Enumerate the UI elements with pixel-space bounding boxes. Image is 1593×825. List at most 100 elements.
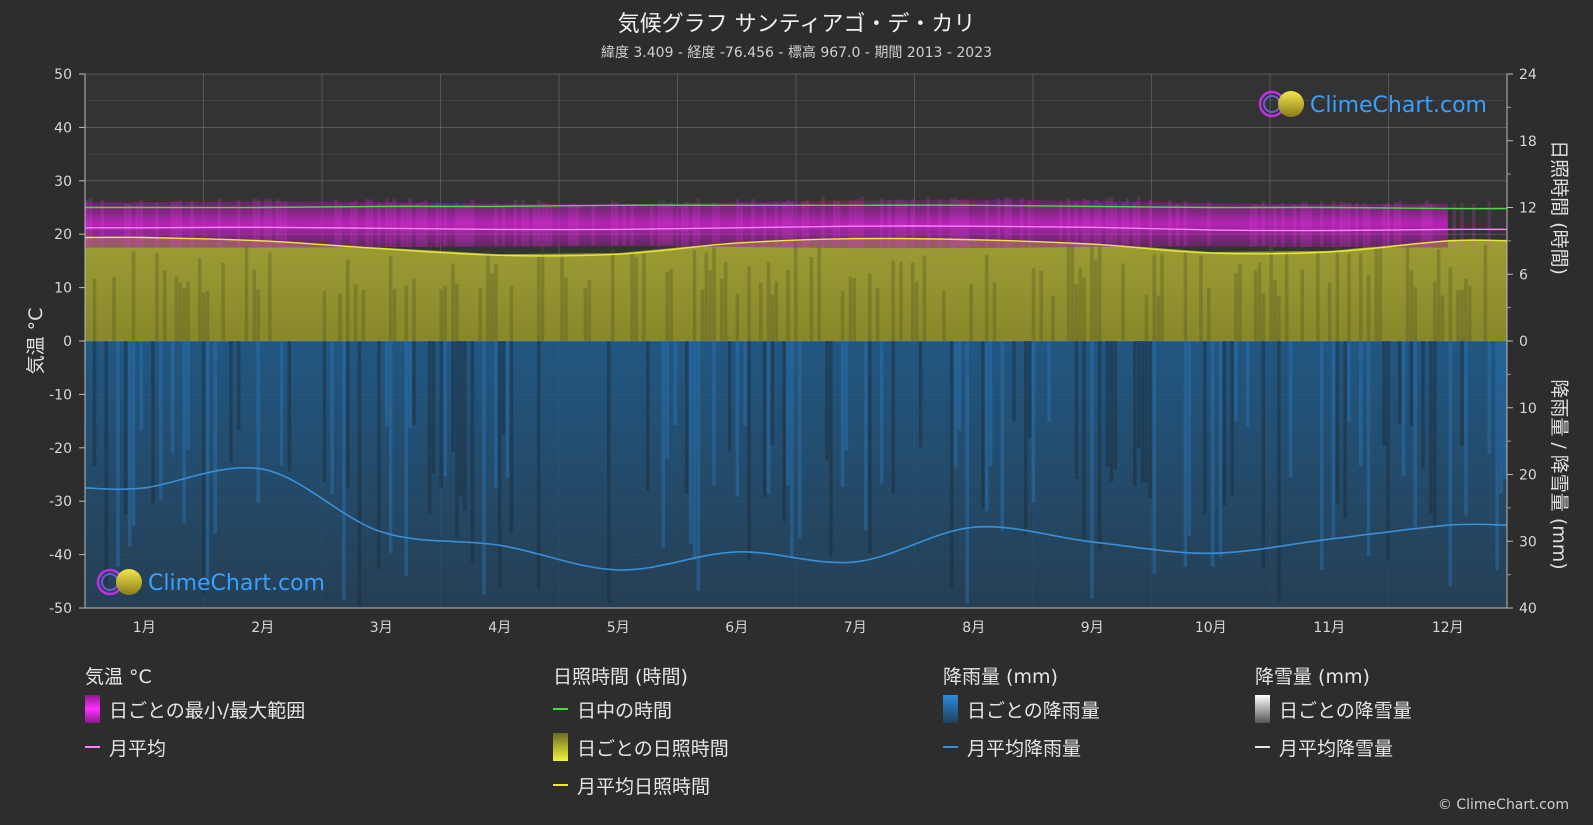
daily-sunshine-bar xyxy=(1199,255,1203,341)
daily-sunshine-bar xyxy=(642,253,646,341)
daily-temperature-bar xyxy=(610,200,615,246)
daily-sunshine-bar xyxy=(1074,284,1079,341)
daily-temperature-bar xyxy=(462,204,467,247)
daily-temperature-bar xyxy=(420,201,424,247)
legend-label: 日中の時間 xyxy=(577,699,673,722)
daily-sunshine-bar xyxy=(891,260,895,341)
daily-temperature-bar xyxy=(459,205,463,247)
daily-temperature-bar xyxy=(85,200,89,248)
daily-sunshine-bar xyxy=(536,255,541,341)
daily-rain-bar xyxy=(408,341,412,429)
daily-rain-bar xyxy=(1382,341,1386,447)
daily-rain-bar xyxy=(201,341,206,595)
daily-rain-bar xyxy=(684,341,689,494)
daily-rain-bar xyxy=(123,341,128,515)
daily-rain-bar xyxy=(1409,341,1414,426)
daily-rain-bar xyxy=(1464,341,1468,516)
daily-temperature-bar xyxy=(782,202,786,247)
daily-rain-bar xyxy=(342,341,346,600)
daily-rain-bar xyxy=(957,341,962,431)
legend-item-daily-rain: 日ごとの降雨量 xyxy=(943,690,1100,728)
daily-rain-bar xyxy=(1082,341,1086,539)
daily-rain-bar xyxy=(1113,341,1118,470)
daily-rain-bar xyxy=(159,341,163,500)
daily-temperature-bar xyxy=(1487,201,1492,248)
daily-rain-bar xyxy=(688,341,693,544)
daily-temperature-bar xyxy=(1300,202,1305,247)
daily-rain-swatch xyxy=(943,695,958,723)
daily-rain-bar xyxy=(501,341,506,434)
daily-temperature-bar xyxy=(256,199,260,248)
daily-sunshine-bar xyxy=(201,292,206,341)
daily-rain-bar xyxy=(462,341,467,511)
temp-mean-swatch xyxy=(85,746,100,748)
daily-temperature-bar xyxy=(470,199,475,247)
daily-rain-bar xyxy=(762,341,767,497)
daily-temperature-bar xyxy=(334,200,338,247)
daily-sunshine-bar xyxy=(1468,286,1472,341)
daily-temperature-bar xyxy=(1168,199,1172,247)
daily-sunshine-bar xyxy=(1097,242,1102,341)
daily-rain-bar xyxy=(1097,341,1102,549)
right-tick-label: 10 xyxy=(1519,401,1537,417)
right-tick-label: 30 xyxy=(1519,534,1537,550)
daily-temperature-bar xyxy=(895,199,899,249)
daily-sunshine-bar xyxy=(1070,246,1075,341)
daily-sunshine-bar xyxy=(388,255,393,341)
daily-temperature-bar xyxy=(665,203,669,246)
legend-snow: 降雪量 (mm) 日ごとの降雪量 月平均降雪量 xyxy=(1255,662,1412,766)
daily-sunshine-bar xyxy=(875,288,880,341)
sunshine-mean-swatch xyxy=(553,784,568,786)
daily-temperature-bar xyxy=(1125,197,1129,247)
legend-item-daily-snow: 日ごとの降雪量 xyxy=(1255,690,1412,728)
daily-rain-bar xyxy=(213,341,218,534)
daily-sunshine-bar xyxy=(92,278,97,341)
temperature-range-band xyxy=(85,199,1448,249)
daily-sunshine-bar xyxy=(1234,273,1238,341)
month-tick-label: 7月 xyxy=(844,620,867,636)
daily-sunshine-bar xyxy=(1269,244,1273,341)
legend-heading-rain: 降雨量 (mm) xyxy=(943,666,1058,688)
daily-rain-bar xyxy=(139,341,144,431)
daily-sunshine-bar xyxy=(1078,268,1082,341)
daily-sunshine-bar xyxy=(443,286,447,341)
chart-title: 気候グラフ サンティアゴ・デ・カリ xyxy=(617,12,976,37)
daily-rain-bar xyxy=(104,341,108,586)
daily-sunshine-bar xyxy=(494,264,498,341)
daily-rain-bar xyxy=(988,341,993,467)
daily-rain-bar xyxy=(1027,341,1032,438)
left-tick-label: -50 xyxy=(49,601,72,617)
daily-temperature-bar xyxy=(174,200,179,248)
daily-rain-bar xyxy=(965,341,969,604)
left-tick-label: -30 xyxy=(49,494,72,510)
daily-rain-bar xyxy=(131,341,136,526)
daily-rain-bar xyxy=(1397,341,1402,425)
daily-temperature-bar xyxy=(681,203,685,247)
daily-sunshine-bar xyxy=(1335,247,1340,341)
daily-rain-bar xyxy=(646,341,650,491)
daily-sunshine-bar xyxy=(451,263,455,341)
left-tick-label: -10 xyxy=(49,387,72,403)
daily-temperature-bar xyxy=(236,200,241,248)
daily-temperature-bar xyxy=(1366,206,1371,248)
snow-mean-swatch xyxy=(1255,746,1270,748)
daily-temperature-bar xyxy=(805,200,810,249)
daily-temperature-bar xyxy=(1281,203,1285,247)
daily-temperature-bar xyxy=(630,206,634,246)
daily-sunshine-bar xyxy=(478,288,482,341)
daily-rain-bar xyxy=(1203,341,1207,514)
daily-temperature-bar xyxy=(1121,202,1125,248)
daily-rain-bar xyxy=(494,341,498,489)
daily-snow-swatch xyxy=(1255,695,1270,723)
daily-temperature-bar xyxy=(1429,203,1433,248)
daily-rain-bar xyxy=(727,341,732,452)
daily-rain-bar xyxy=(984,341,989,512)
daily-sunshine-bar xyxy=(221,263,225,341)
daily-temperature-bar xyxy=(455,202,459,247)
daily-rain-bar xyxy=(116,341,120,568)
daily-temperature-bar xyxy=(423,200,428,247)
daily-temperature-bar xyxy=(848,200,853,249)
legend-heading-temperature: 気温 °C xyxy=(85,666,152,688)
month-tick-label: 10月 xyxy=(1195,620,1227,636)
month-tick-label: 4月 xyxy=(488,620,511,636)
